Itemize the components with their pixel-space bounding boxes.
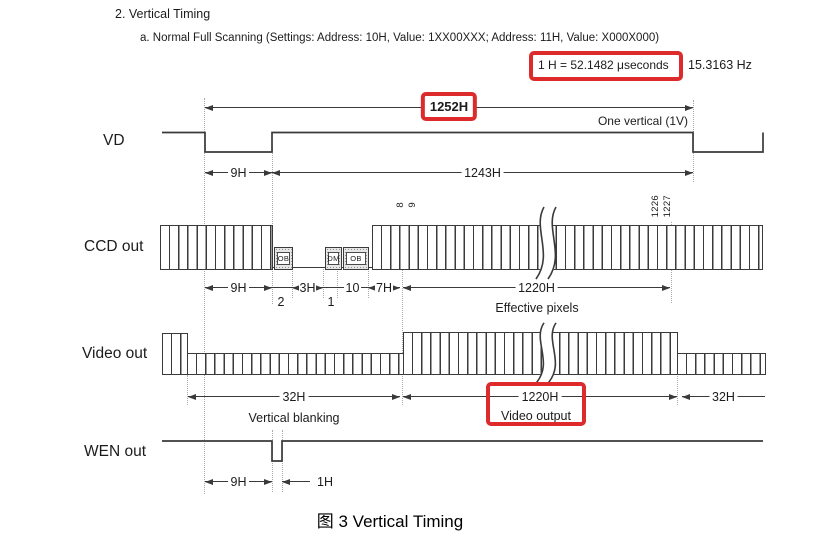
guide-line <box>337 267 338 298</box>
arrowhead-right-icon <box>685 104 693 111</box>
arrowhead-right-icon <box>264 169 272 176</box>
frame-frequency-value: 15.3163 Hz <box>688 58 752 72</box>
dim-label: 1H <box>317 474 333 489</box>
ccd-ob-cell-2: OB <box>343 247 369 270</box>
arrowhead-right-icon <box>264 284 272 291</box>
waveform-break-icon <box>535 206 557 280</box>
dim-vertical-blanking-32h: 32H <box>188 389 400 405</box>
dim-label: 1220H <box>518 389 562 405</box>
ccd-hatched-block-right <box>372 225 763 270</box>
dim-label: 32H <box>279 389 309 405</box>
arrowhead-left-icon <box>205 104 213 111</box>
dim-line-segment <box>272 287 292 289</box>
vertical-blanking-label: Vertical blanking <box>248 411 340 425</box>
video-blanking-block <box>187 353 404 375</box>
dim-line <box>282 481 310 483</box>
guide-line <box>368 267 369 298</box>
wen-waveform <box>162 440 763 462</box>
dim-vd-low-9h: 9H <box>205 165 272 181</box>
dim-label: 9H <box>227 474 250 490</box>
dim-ccd-effective-1220h: 1220H <box>403 280 670 296</box>
arrowhead-left-icon <box>205 284 213 291</box>
guide-line <box>292 267 293 298</box>
dim-ccd-3h: 3H <box>292 280 323 296</box>
arrowhead-left-icon <box>188 393 196 400</box>
line-number-8: 8 <box>395 202 406 208</box>
figure-caption: 图 3 Vertical Timing <box>316 512 464 531</box>
ob-label: OB <box>277 252 290 265</box>
dim-label: 1243H <box>461 165 504 181</box>
dim-label: 7H <box>375 280 393 296</box>
ccd-ob-cell-1: OB <box>274 247 293 270</box>
arrowhead-right-icon <box>392 284 400 291</box>
arrowhead-left-icon <box>368 284 376 291</box>
video-hatched-block-1 <box>162 333 188 375</box>
dim-video-output-1220h: 1220H <box>403 389 677 405</box>
dim-label: 32H <box>709 389 738 405</box>
dim-vd-high-1243h: 1243H <box>272 165 693 181</box>
dim-wen-1h: 1H <box>282 474 342 489</box>
count-label-2: 2 <box>277 295 285 309</box>
line-number-1226: 1226 <box>650 195 661 218</box>
h-period-highlight-box: 1 H = 52.1482 μseconds <box>529 51 683 81</box>
arrowhead-right-icon <box>392 393 400 400</box>
line-number-1227: 1227 <box>662 195 673 218</box>
section-subtitle: a. Normal Full Scanning (Settings: Addre… <box>140 32 660 44</box>
dim-label: 10 <box>343 280 362 296</box>
arrowhead-right-icon <box>264 478 272 485</box>
arrowhead-left-icon <box>403 393 411 400</box>
dim-right-blanking-32h: 32H <box>682 389 765 405</box>
arrowhead-left-icon <box>205 478 213 485</box>
signal-label-ccd-out: CCD out <box>84 238 144 255</box>
arrowhead-left-icon <box>205 169 213 176</box>
dm-label: DM <box>327 252 340 265</box>
guide-line <box>677 374 678 405</box>
signal-label-video-out: Video out <box>82 345 148 362</box>
count-label-1: 1 <box>327 295 335 309</box>
guide-line <box>323 267 324 298</box>
vd-waveform <box>162 131 764 153</box>
signal-label-wen-out: WEN out <box>84 443 147 460</box>
ccd-hatched-block-left <box>160 225 273 270</box>
guide-line <box>204 98 205 494</box>
arrowhead-left-icon <box>682 393 690 400</box>
signal-label-vd: VD <box>103 132 125 149</box>
video-blanking-block-right <box>677 353 766 375</box>
arrowhead-left-icon <box>272 169 280 176</box>
video-output-label: Video output <box>501 409 571 423</box>
ccd-dm-cell: DM <box>325 247 342 270</box>
h-period-value: 1 H = 52.1482 μseconds <box>538 58 669 72</box>
guide-line <box>187 375 188 405</box>
arrowhead-right-icon <box>669 393 677 400</box>
dim-wen-9h: 9H <box>205 474 272 490</box>
dim-line-segment <box>323 287 337 289</box>
arrowhead-left-icon <box>282 478 290 485</box>
section-title: 2. Vertical Timing <box>115 7 211 21</box>
arrowhead-left-icon <box>403 284 411 291</box>
arrowhead-left-icon <box>292 284 300 291</box>
video-output-highlight-box <box>486 382 586 426</box>
one-vertical-label: One vertical (1V) <box>597 114 688 128</box>
effective-pixels-label: Effective pixels <box>495 301 579 315</box>
ob-label: OB <box>346 252 366 265</box>
dim-label-1252h-highlighted: 1252H <box>420 92 478 121</box>
arrowhead-right-icon <box>685 169 693 176</box>
dim-ccd-9h: 9H <box>205 280 272 296</box>
dim-ccd-10: 10 <box>337 280 368 296</box>
guide-line <box>402 267 403 405</box>
dim-label: 9H <box>227 165 250 181</box>
dim-one-vertical-1252h: 1252H <box>205 92 693 121</box>
line-number-9: 9 <box>407 202 418 208</box>
waveform-break-icon <box>535 322 557 384</box>
dim-label: 9H <box>227 280 250 296</box>
dim-label: 3H <box>298 280 317 296</box>
arrowhead-right-icon <box>662 284 670 291</box>
dim-label: 1220H <box>515 280 558 296</box>
dim-ccd-7h: 7H <box>368 280 400 296</box>
arrowhead-right-icon <box>315 284 323 291</box>
